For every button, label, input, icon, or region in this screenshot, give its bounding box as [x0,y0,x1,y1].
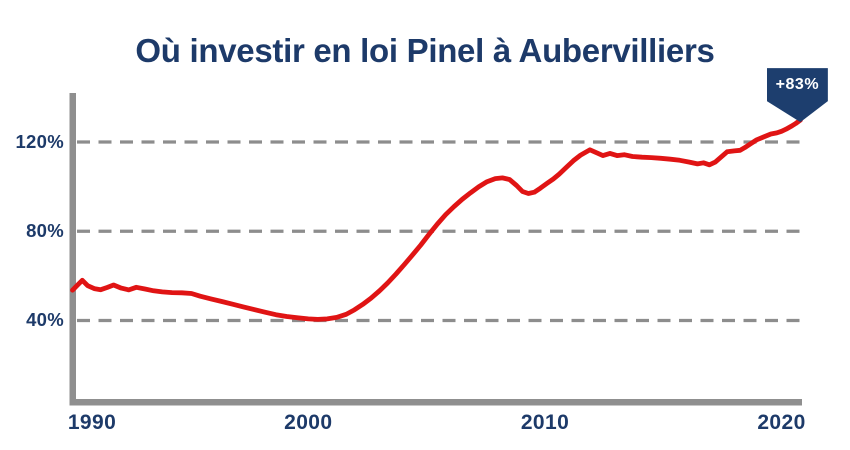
y-tick-label-80: 80% [26,219,64,241]
y-axis-line [69,93,76,406]
x-tick-label-2020: 2020 [757,411,806,434]
growth-badge-label: +83% [775,75,820,93]
chart-title: Où investir en loi Pinel à Aubervilliers [135,32,715,70]
price-index-line [70,117,803,322]
x-tick-label-1990: 1990 [67,411,117,434]
x-axis-line [69,399,802,406]
x-tick-label-2010: 2010 [520,411,570,434]
y-tick-label-120: 120% [15,130,64,152]
gridlines [77,140,806,323]
y-tick-label-40: 40% [26,309,64,330]
x-tick-label-2000: 2000 [284,411,333,434]
